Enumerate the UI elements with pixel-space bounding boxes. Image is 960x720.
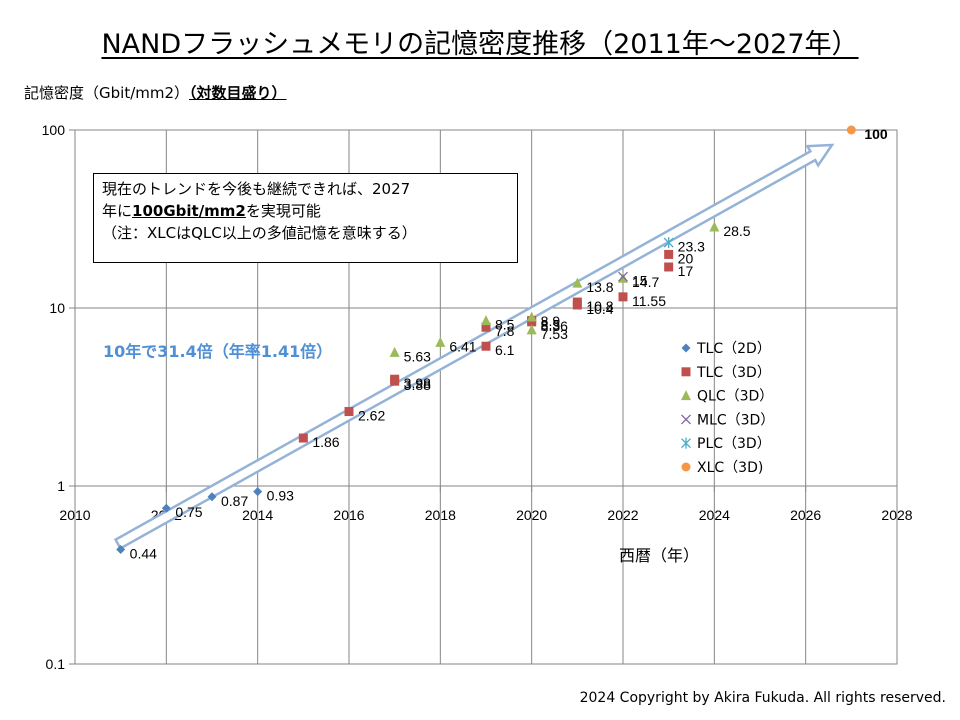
- data-label-1-11: 20: [678, 250, 694, 266]
- legend-entry-1: TLC（3D）: [696, 365, 771, 381]
- x-tick-label-2014: 2014: [242, 507, 273, 523]
- data-label-1-5: 6.1: [495, 342, 515, 358]
- legend-marker-4: [681, 437, 691, 449]
- data-label-0-0: 0.44: [130, 545, 157, 561]
- point-2-0: [389, 346, 400, 357]
- data-label-3-0: 15: [632, 273, 648, 289]
- point-1-10: [618, 292, 628, 302]
- series-3: 15: [618, 271, 648, 289]
- point-1-4: [481, 322, 491, 332]
- point-0-2: [207, 492, 217, 502]
- data-label-2-1: 6.41: [449, 338, 476, 354]
- data-label-0-3: 0.93: [267, 488, 294, 504]
- chart-title: NANDフラッシュメモリの記憶密度推移（2011年～2027年）: [101, 29, 859, 60]
- point-1-5: [481, 341, 491, 351]
- trend-label: 10年で31.4倍（年率1.41倍）: [103, 342, 333, 361]
- data-label-2-2: 8.5: [495, 317, 515, 333]
- y-axis-scale-note: （対数目盛り）: [189, 84, 287, 102]
- data-label-1-12: 17: [678, 263, 694, 279]
- data-label-1-4: 7.8: [495, 323, 515, 339]
- data-label-2-0: 5.63: [404, 348, 431, 364]
- data-label-0-1: 0.75: [175, 504, 202, 520]
- data-label-2-3: 8.9: [541, 313, 561, 329]
- x-tick-label-2020: 2020: [516, 507, 547, 523]
- y-tick-label-0.1: 0.1: [46, 656, 66, 672]
- point-0-1: [161, 503, 171, 513]
- point-2-3: [526, 311, 537, 322]
- data-label-1-9: 10.4: [586, 301, 613, 317]
- x-tick-label-2026: 2026: [790, 507, 821, 523]
- x-tick-label-2010: 2010: [59, 507, 90, 523]
- data-label-1-3: 3.88: [404, 377, 431, 393]
- x-tick-label-2024: 2024: [699, 507, 730, 523]
- y-tick-label-1: 1: [57, 478, 65, 494]
- data-label-1-1: 2.62: [358, 408, 385, 424]
- data-label-0-2: 0.87: [221, 493, 248, 509]
- annotation-line-2: 年に100Gbit/mm2を実現可能: [102, 202, 321, 220]
- data-label-5-0: 100: [864, 126, 888, 142]
- legend-entry-2: QLC（3D）: [697, 389, 773, 405]
- point-1-0: [298, 433, 308, 443]
- series-4: 23.3: [663, 237, 705, 255]
- point-0-0: [116, 544, 126, 554]
- point-1-11: [664, 249, 674, 259]
- legend-entry-0: TLC（2D）: [696, 341, 771, 357]
- data-label-1-10: 11.55: [632, 293, 666, 309]
- data-label-2-4: 7.53: [541, 326, 568, 342]
- annotation-line-1: 現在のトレンドを今後も継続できれば、2027: [102, 180, 411, 198]
- data-label-2-6: 14.7: [632, 274, 659, 290]
- point-2-5: [572, 277, 583, 288]
- point-2-1: [435, 336, 446, 347]
- x-axis-label: 西暦（年）: [619, 546, 700, 565]
- point-0-3: [253, 487, 263, 497]
- point-2-4: [526, 324, 537, 335]
- legend-entry-4: PLC（3D）: [697, 436, 771, 452]
- legend-marker-1: [681, 367, 691, 377]
- legend-marker-3: [681, 414, 691, 425]
- point-5-0: [846, 125, 856, 135]
- point-1-1: [344, 407, 354, 417]
- point-1-3: [390, 376, 400, 386]
- point-3-0: [618, 271, 628, 282]
- point-4-0: [663, 237, 674, 249]
- series-1: 1.862.623.983.887.86.18.368.510.810.411.…: [298, 249, 694, 450]
- annotation-highlight: 100Gbit/mm2: [132, 202, 246, 220]
- point-2-2: [481, 315, 491, 326]
- x-tick-label-2016: 2016: [333, 507, 364, 523]
- point-2-6: [618, 272, 628, 283]
- annotation-box: 現在のトレンドを今後も継続できれば、2027 年に100Gbit/mm2を実現可…: [93, 173, 518, 263]
- legend-entry-3: MLC（3D）: [697, 412, 774, 428]
- trend-arrow: [113, 143, 835, 551]
- copyright-text: 2024 Copyright by Akira Fukuda. All righ…: [579, 690, 946, 706]
- point-2-7: [709, 221, 720, 232]
- y-tick-label-100: 100: [42, 122, 66, 138]
- data-label-1-0: 1.86: [312, 434, 339, 450]
- legend-marker-0: [681, 343, 691, 353]
- point-1-12: [664, 262, 674, 272]
- legend-marker-5: [681, 462, 691, 472]
- data-label-1-6: 8.36: [541, 318, 568, 334]
- point-1-9: [572, 300, 582, 310]
- series-5: 100: [846, 125, 888, 142]
- data-label-4-0: 23.3: [678, 239, 705, 255]
- data-label-1-7: 8.5: [541, 317, 561, 333]
- legend-entry-5: XLC（3D): [697, 460, 763, 476]
- data-label-1-2: 3.98: [404, 375, 431, 391]
- y-axis-label: 記憶密度（Gbit/mm2）（対数目盛り）: [24, 84, 287, 102]
- annotation-line-3: （注：XLCはQLC以上の多値記憶を意味する）: [102, 224, 417, 242]
- data-label-2-5: 13.8: [586, 279, 613, 295]
- data-label-1-8: 10.8: [586, 298, 613, 314]
- x-tick-label-2022: 2022: [607, 507, 638, 523]
- x-tick-label-2018: 2018: [425, 507, 456, 523]
- x-tick-label-2028: 2028: [881, 507, 912, 523]
- data-label-2-7: 28.5: [723, 223, 750, 239]
- legend-marker-2: [681, 390, 691, 401]
- series-0: 0.44 0.75 0.87 0.93: [116, 487, 294, 561]
- y-tick-label-10: 10: [49, 300, 65, 316]
